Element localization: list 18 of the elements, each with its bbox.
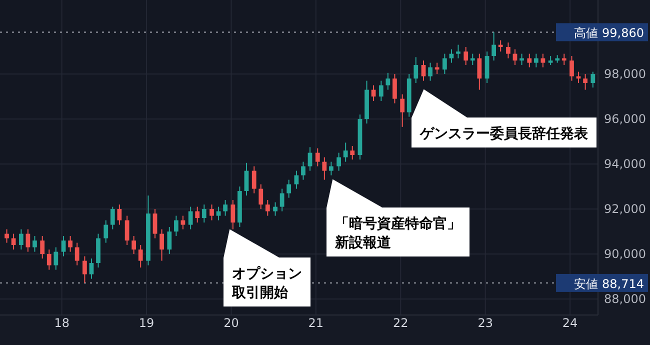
y-tick-label: 88,000 — [604, 292, 646, 306]
x-tick-label: 21 — [308, 316, 324, 330]
x-tick-label: 20 — [224, 316, 239, 330]
y-tick-label: 92,000 — [604, 202, 646, 216]
x-tick-label: 24 — [562, 316, 578, 330]
y-tick-label: 94,000 — [604, 157, 646, 172]
x-tick-label: 18 — [54, 316, 70, 330]
x-tick-label: 23 — [478, 316, 493, 330]
x-tick-label: 22 — [393, 316, 408, 330]
y-tick-label: 90,000 — [604, 247, 646, 262]
annotation: オプション取引開始 — [231, 265, 302, 301]
y-tick-label: 98,000 — [604, 67, 646, 82]
y-tick-label: 96,000 — [604, 112, 646, 126]
annotation: ゲンスラー委員長辞任発表 — [419, 125, 589, 142]
ref-line-label: 高値 99,860 — [574, 26, 644, 40]
x-tick-label: 19 — [138, 316, 154, 330]
ref-line-label: 安値 88,714 — [574, 276, 644, 291]
annotation: 「暗号資産特命官」新設報道 — [334, 215, 461, 251]
